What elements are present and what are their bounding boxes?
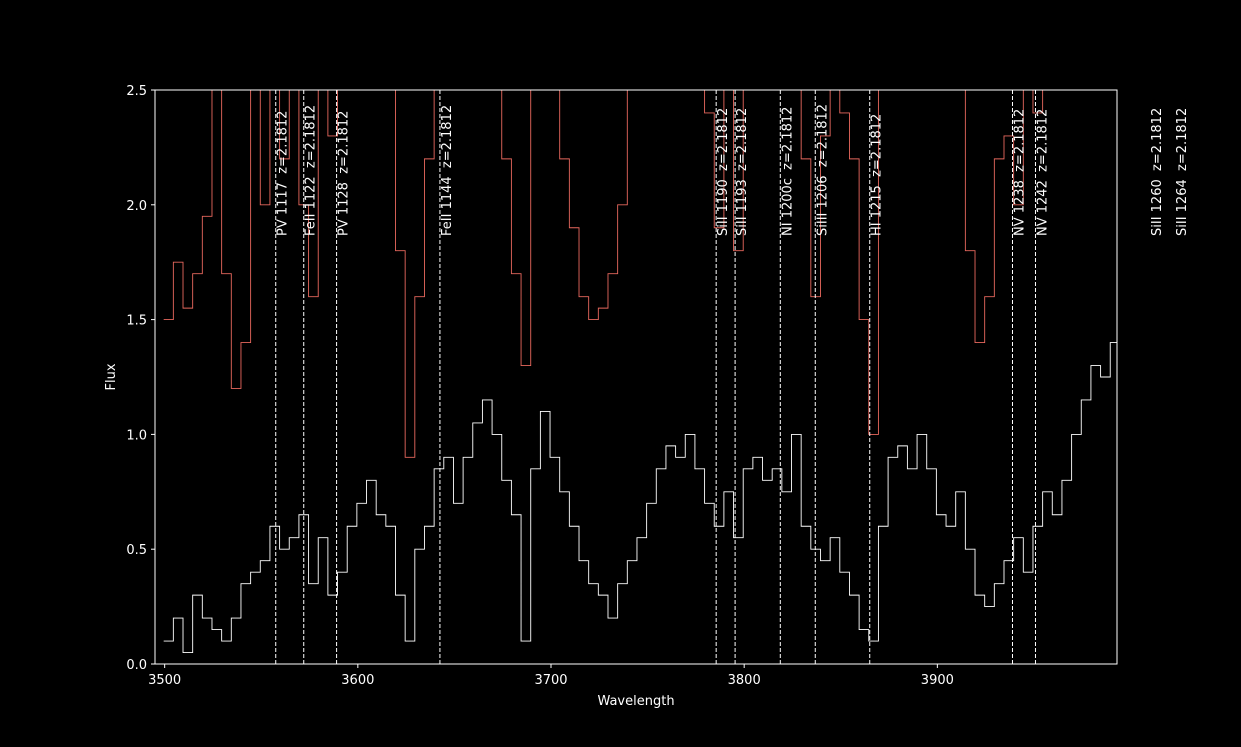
line-label: FeII 1144 z=2.1812 (440, 105, 455, 236)
line-label: HI 1215 z=2.1812 (870, 114, 885, 236)
x-tick-label: 3700 (534, 673, 567, 688)
x-tick-label: 3500 (148, 673, 181, 688)
plot-area (163, 90, 1117, 664)
y-tick-label: 2.5 (126, 84, 147, 99)
x-tick-label: 3800 (728, 673, 761, 688)
line-label: SiII 1260 z=2.1812 (1150, 108, 1165, 236)
line-label: NI 1200c z=2.1812 (780, 107, 795, 236)
line-label: SiII 1193 z=2.1812 (735, 108, 750, 236)
x-tick-label: 3900 (921, 673, 954, 688)
line-label: FeII 1122 z=2.1812 (304, 105, 319, 236)
y-tick-label: 0.5 (126, 543, 147, 558)
y-tick-label: 0.0 (126, 658, 147, 673)
y-axis-label: Flux (104, 363, 119, 390)
line-label: NV 1238 z=2.1812 (1012, 109, 1027, 236)
x-axis-label: Wavelength (597, 694, 674, 709)
axes-frame (154, 89, 1118, 665)
y-tick-label: 1.0 (126, 428, 147, 443)
line-label: PV 1128 z=2.1812 (337, 111, 352, 236)
line-label: SiII 1264 z=2.1812 (1175, 108, 1190, 236)
spectrum-line (163, 342, 1117, 653)
line-label: SiII 1190 z=2.1812 (716, 108, 731, 236)
x-tick-label: 3600 (341, 673, 374, 688)
y-tick-label: 1.5 (126, 314, 147, 329)
y-tick-label: 2.0 (126, 199, 147, 214)
line-label: PV 1117 z=2.1812 (276, 111, 291, 236)
line-label: SiIII 1206 z=2.1812 (815, 104, 830, 236)
line-label: NV 1242 z=2.1812 (1035, 109, 1050, 236)
